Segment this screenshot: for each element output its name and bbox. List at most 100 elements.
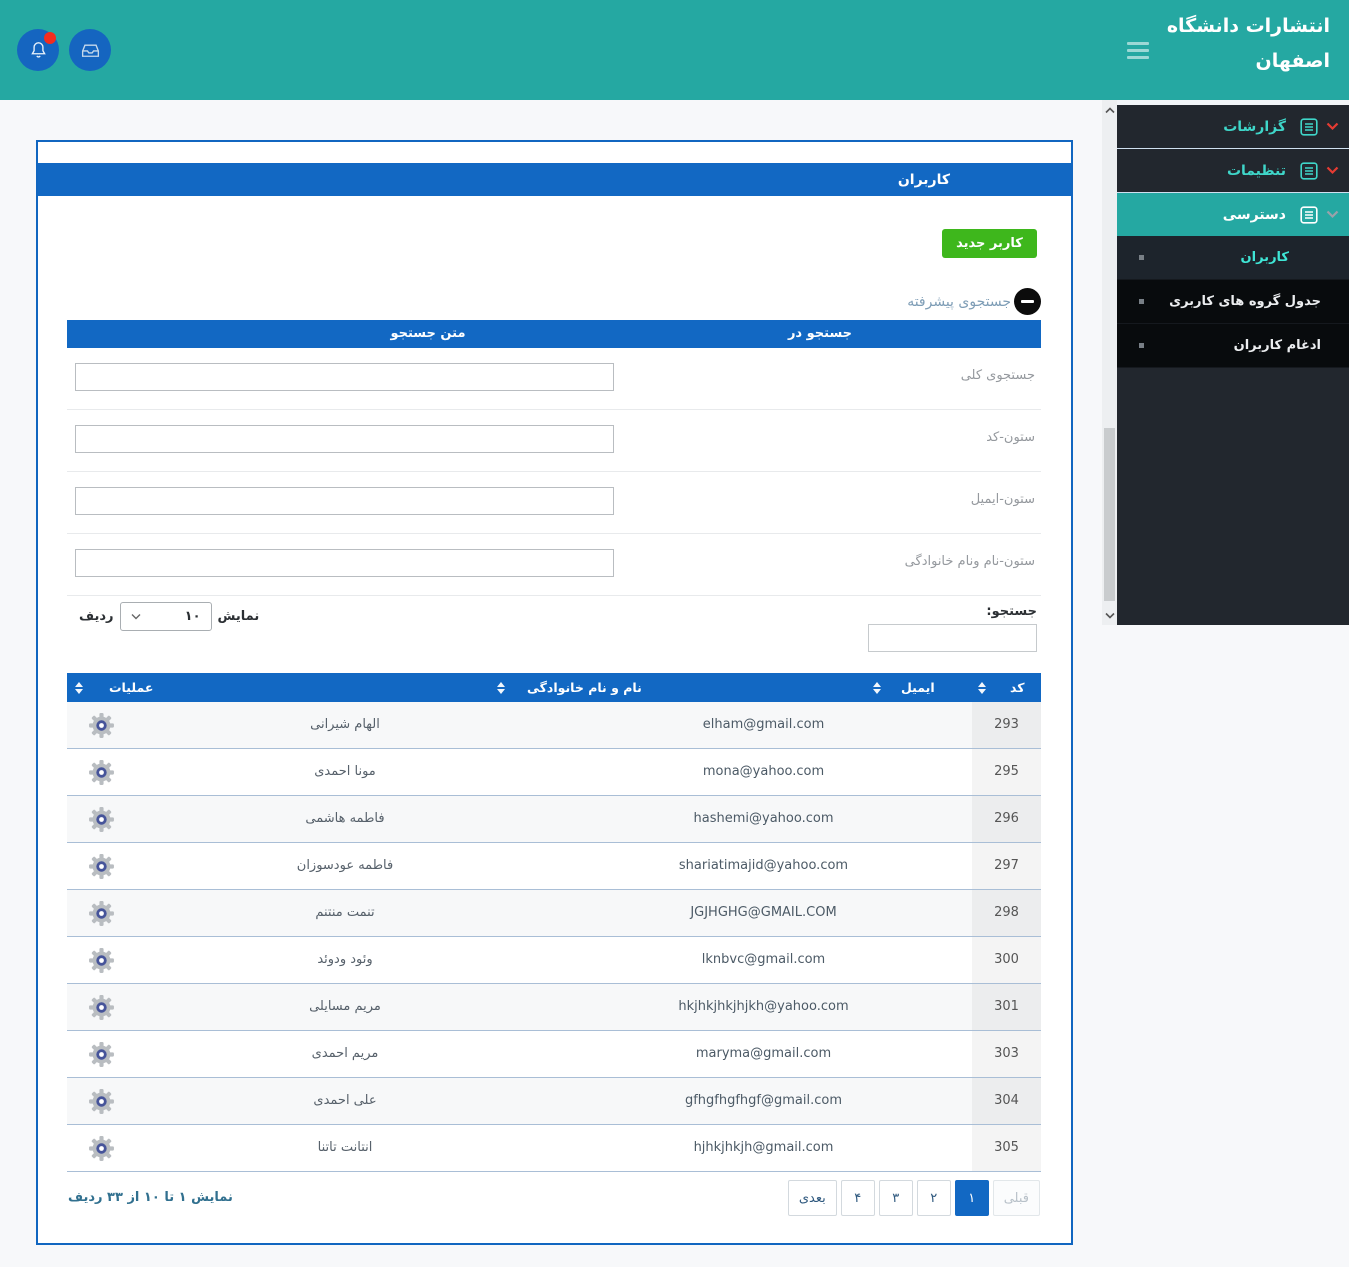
sort-arrows-icon: [497, 681, 505, 694]
users-panel: کاربران کاربر جدید جستجوی پیشرفته متن جس…: [36, 140, 1073, 1245]
column-header-email[interactable]: ایمیل: [873, 673, 935, 702]
page-button-2[interactable]: ۲: [916, 1180, 951, 1216]
sidebar-item-users[interactable]: کاربران: [1117, 236, 1349, 280]
app-title: انتشارات دانشگاه اصفهان: [1167, 9, 1330, 79]
sidebar-item-merge-users[interactable]: ادغام کاربران: [1117, 324, 1349, 368]
advanced-search-table: متن جستجو جستجو در جستجوی کلی ستون-کد ست…: [67, 320, 1041, 596]
column-header-operations[interactable]: عملیات: [75, 673, 153, 702]
advanced-search-label: جستجوی پیشرفته: [907, 293, 1011, 310]
row-actions-button[interactable]: [88, 1041, 115, 1068]
sidebar-item-reports[interactable]: گزارشات: [1117, 105, 1349, 149]
users-table-header: عملیات نام و نام خانوادگی ایمیل کد: [67, 673, 1041, 702]
cell-name: الهام شیرانی: [310, 717, 380, 732]
column-header-search-in: جستجو در: [787, 326, 853, 341]
page-button-1-active[interactable]: ۱: [954, 1180, 989, 1216]
gear-icon: [88, 759, 114, 785]
cell-code: 301: [972, 984, 1041, 1030]
previous-page-button[interactable]: قبلی: [992, 1180, 1040, 1216]
gear-icon: [88, 947, 114, 973]
row-actions-button[interactable]: [88, 853, 115, 880]
square-bullet-icon: [1139, 299, 1144, 304]
cell-email: JGJHGHG@GMAIL.COM: [690, 905, 837, 920]
table-search-input[interactable]: [868, 624, 1037, 652]
list-icon: [1300, 117, 1318, 136]
gear-icon: [88, 853, 114, 879]
row-actions-button[interactable]: [88, 1135, 115, 1162]
search-row-code: ستون-کد: [67, 410, 1041, 472]
sidebar-item-label: تنظیمات: [1226, 162, 1286, 179]
menu-toggle-button[interactable]: [1127, 42, 1149, 63]
cell-email: mona@yahoo.com: [702, 764, 825, 779]
search-field-name[interactable]: [75, 549, 614, 577]
cell-code: 298: [972, 890, 1041, 936]
users-table-body: الهام شیرانی elham@gmail.com 293: [67, 702, 1041, 1172]
row-actions-button[interactable]: [88, 806, 115, 833]
gear-icon: [88, 900, 114, 926]
search-field-general[interactable]: [75, 363, 614, 391]
search-row-general: جستجوی کلی: [67, 348, 1041, 410]
search-row-label: ستون-کد: [986, 430, 1035, 445]
table-row: فاطمه عودسوزان shariatimajid@yahoo.com 2…: [67, 843, 1041, 890]
advanced-search-table-header: متن جستجو جستجو در: [67, 320, 1041, 348]
sidebar-item-access[interactable]: دسترسی: [1117, 193, 1349, 236]
length-prefix-label: نمایش: [217, 609, 260, 624]
sidebar-item-label: گزارشات: [1223, 118, 1286, 135]
search-field-code[interactable]: [75, 425, 614, 453]
table-row: الهام شیرانی elham@gmail.com 293: [67, 702, 1041, 749]
cell-name: مونا احمدی: [314, 764, 376, 779]
cell-email: hjhkjhkjh@gmail.com: [693, 1140, 834, 1155]
new-user-button[interactable]: کاربر جدید: [942, 229, 1037, 258]
square-bullet-icon: [1139, 255, 1144, 260]
sort-arrows-icon: [978, 681, 986, 694]
sidebar-item-settings[interactable]: تنظیمات: [1117, 149, 1349, 193]
gear-icon: [88, 806, 114, 832]
column-header-code[interactable]: کد: [978, 673, 1025, 702]
collapse-minus-icon[interactable]: [1014, 288, 1041, 315]
messages-button[interactable]: [69, 29, 111, 71]
notifications-button[interactable]: [17, 29, 59, 71]
sort-arrows-icon: [75, 681, 83, 694]
scroll-up-arrow-icon[interactable]: [1102, 102, 1117, 118]
sidebar-item-user-groups[interactable]: جدول گروه های کاربری: [1117, 280, 1349, 324]
cell-email: elham@gmail.com: [702, 717, 825, 732]
sidebar: گزارشات تنظیمات دسترسی کاربران جدول گ: [1117, 100, 1349, 625]
sidebar-item-label: دسترسی: [1222, 206, 1286, 223]
advanced-search-toggle[interactable]: جستجوی پیشرفته: [907, 288, 1041, 315]
scroll-down-arrow-icon[interactable]: [1102, 607, 1117, 623]
page-button-4[interactable]: ۴: [840, 1180, 875, 1216]
scrollbar-thumb[interactable]: [1104, 428, 1115, 601]
row-actions-button[interactable]: [88, 759, 115, 786]
row-actions-button[interactable]: [88, 947, 115, 974]
cell-email: gfhgfhgfhgf@gmail.com: [684, 1093, 843, 1108]
row-actions-button[interactable]: [88, 994, 115, 1021]
row-actions-button[interactable]: [88, 1088, 115, 1115]
cell-operations: [67, 937, 135, 983]
page-button-3[interactable]: ۳: [878, 1180, 913, 1216]
pagination: بعدی ۴ ۳ ۲ ۱ قبلی: [787, 1180, 1040, 1216]
cell-operations: [67, 749, 135, 795]
search-field-email[interactable]: [75, 487, 614, 515]
cell-code: 297: [972, 843, 1041, 889]
page-length-select[interactable]: ۱۰: [119, 602, 212, 631]
top-header: انتشارات دانشگاه اصفهان: [0, 0, 1349, 100]
cell-code: 293: [972, 702, 1041, 748]
row-actions-button[interactable]: [88, 712, 115, 739]
next-page-button[interactable]: بعدی: [787, 1180, 837, 1216]
cell-operations: [67, 984, 135, 1030]
cell-operations: [67, 1031, 135, 1077]
sort-arrows-icon: [873, 681, 881, 694]
row-actions-button[interactable]: [88, 900, 115, 927]
length-value: ۱۰: [184, 609, 201, 624]
sidebar-subitem-label: ادغام کاربران: [1233, 338, 1321, 353]
cell-name: علی احمدی: [313, 1093, 377, 1108]
sidebar-scrollbar[interactable]: [1102, 100, 1117, 625]
cell-operations: [67, 843, 135, 889]
list-icon: [1300, 205, 1318, 224]
column-header-name[interactable]: نام و نام خانوادگی: [497, 673, 642, 702]
cell-code: 300: [972, 937, 1041, 983]
page-title: کاربران: [897, 171, 950, 188]
cell-name: مریم احمدی: [311, 1046, 379, 1061]
sidebar-subitem-label: جدول گروه های کاربری: [1169, 294, 1321, 309]
gear-icon: [88, 712, 114, 738]
